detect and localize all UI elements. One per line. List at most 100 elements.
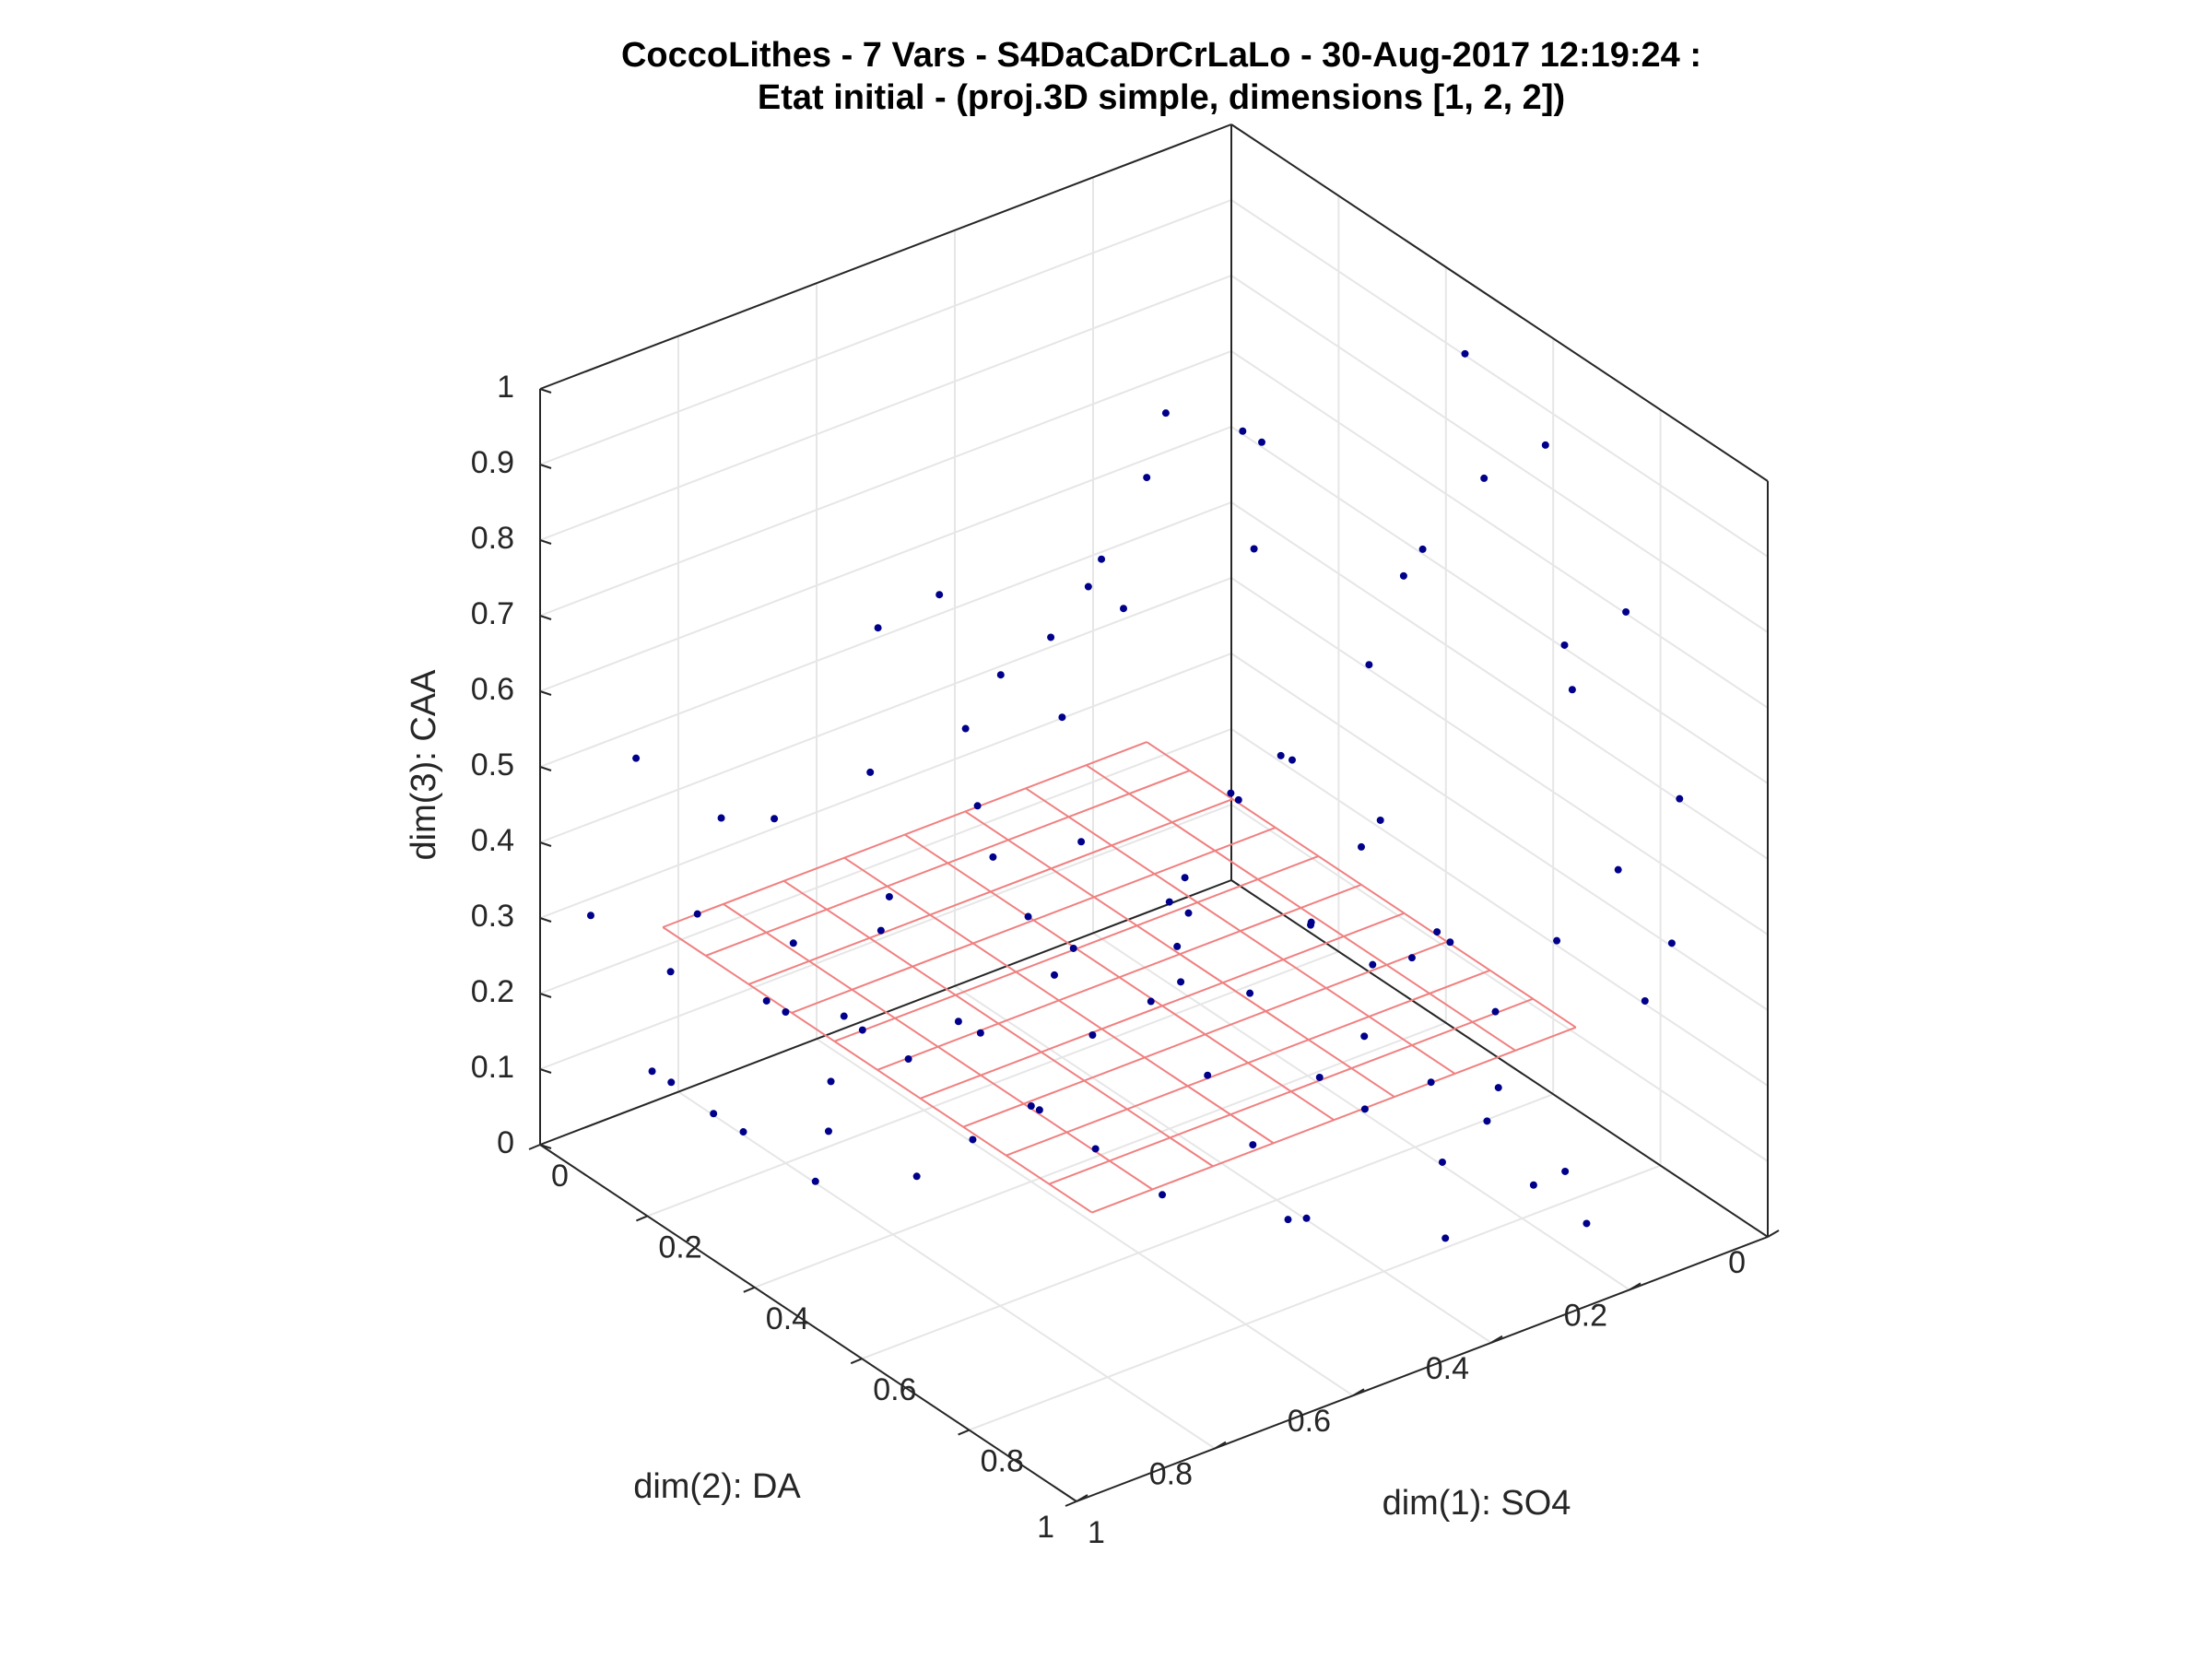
data-point [1047,633,1055,641]
x-tick-mark [636,1215,648,1222]
data-point [1676,794,1684,803]
data-point [1307,921,1315,929]
data-point [976,1029,984,1037]
surface-mesh-line [1091,1026,1577,1214]
z-tick-label: 1 [497,370,514,405]
data-point [935,591,944,599]
z-tick-mark [539,993,552,998]
x-tick-mark [958,1429,970,1436]
data-point [1184,909,1193,917]
data-point [789,939,797,947]
data-point [1399,571,1407,580]
data-point [1284,1216,1292,1224]
data-point [1622,607,1630,616]
data-point [666,968,675,976]
surface-mesh-line [962,940,1448,1128]
data-point [1446,938,1454,947]
fitted-surface-mesh [662,741,1577,1214]
z-tick-label: 0.9 [471,445,514,480]
data-point [1369,960,1377,969]
surface-mesh-line [1048,997,1534,1185]
data-point [771,815,779,823]
surface-mesh-line [791,827,1277,1014]
y-tick-label: 0.8 [1149,1457,1193,1492]
data-point [1491,1007,1500,1016]
data-point [762,996,771,1005]
z-tick-label: 0.4 [471,823,514,858]
chart-title: CoccoLithes - 7 Vars - S4DaCaDrCrLaLo - … [621,36,1701,117]
z-tick-label: 0.2 [471,974,514,1009]
y-axis-label: dim(2): DA [633,1467,801,1506]
floor-grid-line [954,984,1492,1344]
y-tick-label: 1 [1037,1510,1054,1545]
data-point [824,1127,832,1135]
wall-grid-line [1230,426,1769,784]
y-tick-label: 0.2 [1564,1298,1607,1333]
data-point [1365,661,1373,669]
surface-mesh-line [920,912,1405,1100]
data-point [1667,939,1676,947]
data-point [1161,409,1170,418]
data-point [989,853,997,861]
x-tick-label: 0.6 [873,1372,916,1407]
data-point [996,671,1005,679]
wall-grid-line [539,577,1232,843]
x-tick-label: 0.4 [766,1301,809,1336]
z-tick-mark [539,766,552,771]
data-point [1315,1073,1324,1081]
data-point [1120,605,1127,613]
data-point [1641,997,1649,1005]
axes-box-edge [1230,879,1769,1238]
data-point [969,1135,977,1144]
data-point [1560,641,1569,649]
axes-box-edge [539,1144,1077,1502]
data-point [1234,795,1242,804]
x-tick-mark [528,1144,541,1150]
y-tick-label: 0.4 [1426,1351,1469,1386]
axes-box-edge [1230,124,1769,482]
axes-box-edge [1076,1236,1769,1502]
x-tick-label: 1 [1088,1515,1105,1550]
z-tick-mark [539,841,552,847]
data-point [1246,989,1254,997]
data-points [586,349,1684,1242]
surface-mesh-line [705,770,1191,957]
data-point [1250,545,1258,553]
wall-grid-line [539,728,1232,994]
data-point [1438,1158,1446,1166]
x-tick-mark [850,1358,863,1365]
y-tick-mark [1076,1494,1088,1502]
wall-grid-line [539,804,1232,1070]
grid-lines [539,124,1769,1502]
z-axis-label: dim(3): CAA [405,669,443,861]
z-tick-label: 0.1 [471,1050,514,1085]
z-tick-mark [539,388,552,394]
floor-grid-line [677,1090,1216,1450]
data-point [1181,874,1189,882]
y-tick-label: 0.6 [1288,1404,1331,1439]
data-point [1494,1084,1502,1092]
y-tick-mark [1214,1441,1227,1450]
data-point [1084,582,1092,591]
chart-title-line-1: CoccoLithes - 7 Vars - S4DaCaDrCrLaLo - … [621,36,1701,75]
wall-grid-line [1230,728,1769,1087]
z-tick-label: 0 [497,1125,514,1160]
x-axis-label: dim(1): SO4 [1382,1484,1571,1523]
data-point [1035,1106,1043,1114]
x-tick-label: 0.8 [981,1444,1024,1479]
data-point [1173,942,1182,950]
data-point [877,926,885,935]
wall-grid-line [539,199,1232,465]
data-point [1258,438,1265,446]
z-tick-label: 0.5 [471,747,514,782]
x-tick-label: 0 [551,1159,569,1194]
data-point [1143,474,1151,482]
data-point [904,1055,912,1063]
z-tick-label: 0.8 [471,521,514,556]
data-point [1302,1214,1311,1222]
data-point [827,1077,835,1086]
data-point [632,754,641,762]
data-point [811,1177,819,1185]
surface-mesh-line [1006,969,1491,1157]
